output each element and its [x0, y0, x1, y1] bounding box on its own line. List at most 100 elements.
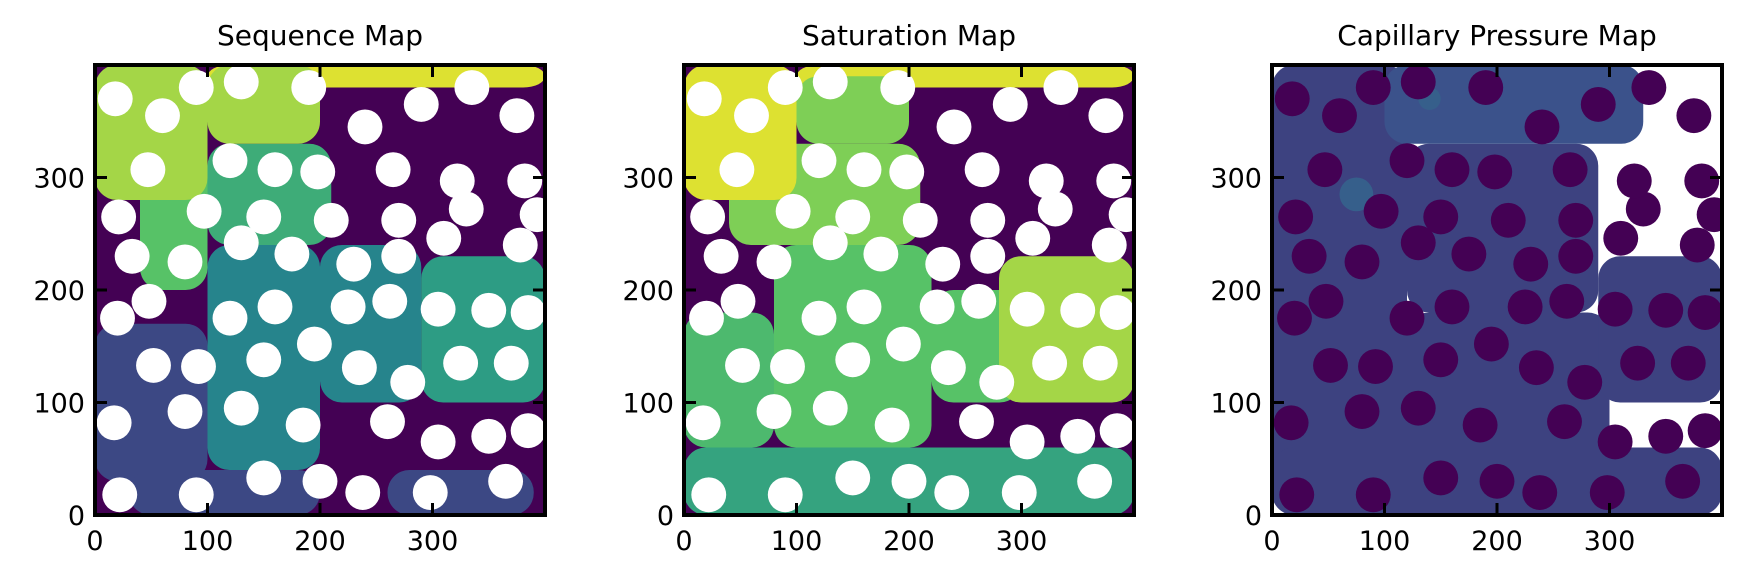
- axes: 0 100 200 300 0 100 200 300: [622, 63, 1136, 557]
- grain-mask: [1687, 295, 1722, 330]
- grain-mask: [502, 227, 538, 263]
- grain-mask: [499, 98, 535, 134]
- grain-mask: [835, 460, 871, 496]
- panel-saturation-map: Saturation Map 0 100 200 300 0 100 200 300: [622, 19, 1136, 557]
- grain-mask: [1513, 246, 1549, 282]
- grain-mask: [1679, 227, 1715, 263]
- grain-mask: [902, 202, 938, 238]
- grain-mask: [313, 202, 349, 238]
- grain-mask: [1625, 191, 1661, 227]
- grain-mask: [1099, 295, 1134, 330]
- grain-mask: [223, 390, 259, 426]
- grain-mask: [1082, 345, 1118, 381]
- grain-mask: [880, 70, 916, 105]
- grain-mask: [302, 463, 338, 499]
- grain-mask: [961, 283, 997, 319]
- grain-mask: [212, 143, 248, 179]
- grain-mask: [1434, 152, 1470, 188]
- grain-mask: [296, 326, 332, 362]
- grain-mask: [101, 199, 137, 235]
- grain-mask: [1273, 405, 1309, 441]
- grain-mask: [846, 152, 882, 188]
- grain-mask: [925, 246, 961, 282]
- grain-mask: [1603, 220, 1639, 256]
- grain-mask: [689, 300, 724, 336]
- heatmap-region: [1339, 177, 1374, 212]
- grain-mask: [223, 225, 259, 261]
- y-tick-label: 200: [1210, 276, 1262, 307]
- y-tick-label: 0: [1245, 501, 1262, 532]
- grain-mask: [835, 342, 871, 378]
- grain-mask: [1344, 394, 1380, 429]
- y-tick-label: 100: [1210, 389, 1262, 420]
- x-tick-label: 300: [407, 526, 459, 557]
- grain-mask: [510, 413, 545, 449]
- grain-mask: [178, 477, 214, 513]
- grain-mask: [420, 291, 456, 327]
- grain-mask: [1558, 238, 1594, 274]
- grain-mask: [686, 81, 722, 117]
- grain-mask: [1468, 70, 1504, 105]
- grain-mask: [375, 152, 411, 188]
- grain-mask: [1099, 413, 1134, 449]
- grain-mask: [493, 345, 529, 381]
- grain-mask: [1620, 345, 1656, 381]
- grain-mask: [257, 289, 293, 325]
- grain-mask: [775, 193, 811, 229]
- grain-mask: [801, 300, 837, 336]
- grain-mask: [1274, 81, 1310, 117]
- grain-mask: [381, 238, 417, 274]
- grain-mask: [439, 163, 475, 199]
- grain-mask: [874, 407, 910, 443]
- grain-mask: [959, 404, 994, 440]
- x-tick-label: 300: [1584, 526, 1636, 557]
- x-tick-label: 300: [996, 526, 1048, 557]
- grain-mask: [102, 477, 138, 513]
- panel-title: Saturation Map: [802, 19, 1016, 52]
- grain-mask: [167, 394, 203, 429]
- grain-mask: [1363, 193, 1399, 229]
- y-tick-label: 0: [68, 501, 85, 532]
- grain-mask: [812, 65, 848, 100]
- x-tick-label: 0: [1263, 526, 1280, 557]
- grain-mask: [1400, 390, 1436, 426]
- grain-mask: [381, 202, 417, 238]
- grain-mask: [1423, 342, 1459, 378]
- grain-mask: [1687, 413, 1722, 449]
- x-tick-label: 0: [86, 526, 103, 557]
- grain-mask: [919, 289, 955, 325]
- grain-mask: [889, 154, 925, 190]
- x-tick-label: 200: [294, 526, 346, 557]
- grain-mask: [1490, 202, 1526, 238]
- grain-mask: [341, 350, 377, 386]
- grain-mask: [347, 109, 383, 145]
- y-tick-label: 100: [622, 389, 674, 420]
- grain-mask: [1400, 225, 1436, 261]
- grain-mask: [1473, 326, 1509, 362]
- grain-mask: [1355, 70, 1391, 105]
- grain-mask: [1344, 244, 1380, 280]
- grain-mask: [145, 98, 180, 134]
- grain-mask: [703, 238, 739, 274]
- grain-mask: [1077, 463, 1113, 499]
- grain-mask: [1597, 424, 1633, 460]
- grain-mask: [285, 407, 321, 443]
- grain-mask: [992, 86, 1028, 122]
- grain-mask: [1518, 350, 1554, 386]
- grain-mask: [1434, 289, 1470, 325]
- y-tick-label: 200: [33, 276, 85, 307]
- grain-mask: [1358, 349, 1393, 384]
- grain-mask: [1552, 152, 1588, 188]
- grain-mask: [1423, 199, 1459, 235]
- grain-mask: [1308, 283, 1344, 319]
- grain-mask: [246, 199, 282, 235]
- grain-mask: [1696, 197, 1722, 233]
- x-tick-label: 100: [1359, 526, 1411, 557]
- grain-mask: [426, 220, 462, 256]
- grain-mask: [1597, 291, 1633, 327]
- grain-mask: [863, 236, 899, 272]
- grain-mask: [519, 197, 545, 233]
- grain-mask: [372, 283, 408, 319]
- grain-mask: [130, 152, 166, 188]
- x-tick-label: 100: [182, 526, 234, 557]
